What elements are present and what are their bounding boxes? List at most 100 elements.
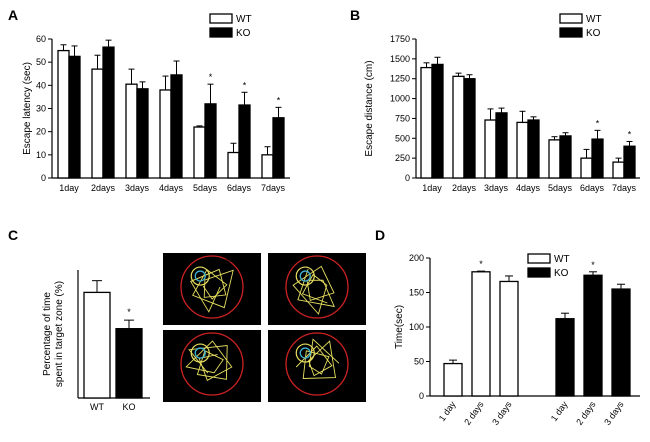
maze-caption: CCR5 WT + LPS [270, 318, 312, 324]
bar-b-ko-4 [559, 135, 572, 179]
x-tick-label-d: 1 day [437, 399, 458, 423]
target-zone [295, 266, 315, 286]
significance-star-b: * [628, 129, 632, 139]
y-tick-label-d: 200 [409, 253, 424, 263]
pool-outline [180, 332, 244, 396]
x-tick-label-d: 3 days [490, 399, 514, 427]
x-tick-label-d: 3 days [602, 399, 626, 427]
bar-b-ko-2 [495, 112, 508, 179]
x-tick-label-d: 1 day [549, 399, 570, 423]
panel-label-a: A [8, 7, 18, 23]
significance-star-d: * [479, 259, 483, 269]
bar-c-ko [115, 328, 143, 399]
bar-b-ko-0 [431, 63, 444, 179]
bar-b-wt-2 [484, 119, 497, 179]
bar-a-ko-1 [102, 46, 115, 179]
bar-a-ko-3 [170, 74, 183, 179]
panel-label-c: C [8, 227, 18, 243]
y-axis-label-line: Percentage of time [42, 292, 53, 376]
annotation-target-zone: Target zone [205, 258, 231, 264]
x-tick-label-b: 6days [580, 183, 605, 193]
legend-label-d: WT [554, 254, 570, 265]
y-tick-label-b: 1500 [390, 54, 410, 64]
platform-location [194, 270, 206, 282]
x-tick-label-a: 4days [159, 183, 184, 193]
legend-swatch-a [209, 27, 233, 38]
bar-a-wt-2 [125, 83, 138, 179]
bar-d-wt-1 [471, 271, 491, 397]
y-tick-label-a: 40 [36, 80, 46, 90]
maze-caption: CCR5 WT + LPS [165, 318, 207, 324]
y-tick-label-a: 30 [36, 104, 46, 114]
target-zone [190, 343, 210, 363]
legend-swatch-d [527, 267, 551, 278]
y-axis-label-c: Percentage of timespent in target zone (… [42, 281, 65, 387]
y-axis-label-d: Time(sec) [394, 305, 405, 349]
legend-label-b: KO [586, 28, 601, 39]
x-tick-label-b: 1day [422, 183, 442, 193]
significance-star-a: * [209, 72, 213, 82]
bar-b-wt-5 [580, 157, 593, 179]
swim-path [295, 338, 340, 379]
y-tick-label-d: 150 [409, 288, 424, 298]
y-tick-label-a: 10 [36, 150, 46, 160]
bar-b-ko-5 [591, 138, 604, 179]
x-tick-label-a: 2days [91, 183, 116, 193]
y-tick-label-b: 1750 [390, 34, 410, 44]
bar-a-wt-5 [227, 151, 240, 179]
bar-d-ko-1 [583, 274, 603, 397]
significance-star-b: * [596, 118, 600, 128]
significance-star-a: * [243, 80, 247, 90]
significance-star-a: * [277, 95, 281, 105]
bar-a-wt-6 [261, 154, 274, 179]
y-tick-label-a: 50 [36, 57, 46, 67]
target-zone [295, 343, 315, 363]
x-tick-label-b: 5days [548, 183, 573, 193]
y-tick-label-d: 100 [409, 322, 424, 332]
bar-b-ko-1 [463, 78, 476, 179]
legend-swatch-a [209, 13, 233, 24]
maze-image-2 [163, 330, 261, 402]
significance-star-c: * [127, 307, 131, 317]
y-tick-label-b: 250 [395, 153, 410, 163]
legend-label-d: KO [554, 268, 569, 279]
bar-a-wt-4 [193, 126, 206, 179]
y-tick-label-d: 50 [414, 357, 424, 367]
bar-b-wt-0 [420, 66, 433, 179]
bar-b-ko-3 [527, 119, 540, 179]
bar-a-ko-2 [136, 88, 149, 179]
x-tick-label-d: 2 days [574, 399, 598, 427]
pool-outline [180, 255, 244, 319]
x-tick-label-b: 7days [612, 183, 637, 193]
y-tick-label-b: 750 [395, 113, 410, 123]
x-tick-label-d: 2 days [462, 399, 486, 427]
maze-image-0 [163, 253, 261, 325]
platform-location [299, 270, 311, 282]
bar-d-wt-0 [443, 362, 463, 397]
maze-caption: CCR5 KO + LPS [165, 395, 206, 401]
y-tick-label-d: 0 [419, 391, 424, 401]
panel-label-d: D [375, 227, 385, 243]
bar-a-wt-3 [159, 89, 172, 179]
platform-location [194, 347, 206, 359]
bar-b-wt-4 [548, 139, 561, 179]
panel-label-b: B [350, 7, 360, 23]
bar-b-wt-6 [612, 161, 625, 179]
annotation-platform: platform [167, 263, 185, 269]
y-tick-label-a: 60 [36, 34, 46, 44]
x-tick-label-c: WT [90, 402, 104, 412]
bar-d-ko-0 [555, 318, 575, 397]
legend-label-a: KO [236, 28, 251, 39]
x-tick-label-a: 7days [261, 183, 286, 193]
target-zone [190, 266, 210, 286]
y-tick-label-a: 0 [41, 173, 46, 183]
legend-label-a: WT [236, 14, 252, 25]
x-tick-label-a: 5days [193, 183, 218, 193]
maze-caption: CCR5 KO + LPS [270, 395, 311, 401]
y-tick-label-b: 1250 [390, 74, 410, 84]
maze-image-1 [268, 253, 366, 325]
legend-swatch-b [559, 27, 583, 38]
bar-c-wt [83, 291, 111, 399]
y-tick-label-b: 1000 [390, 94, 410, 104]
